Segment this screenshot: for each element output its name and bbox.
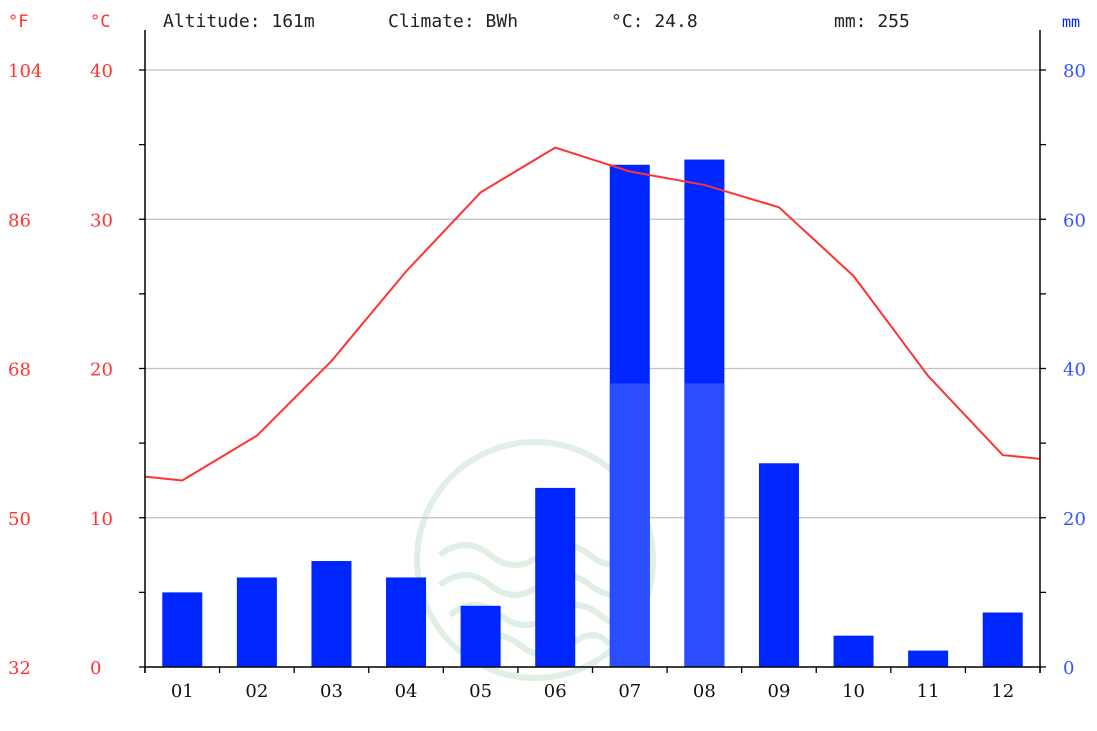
month-tick-label: 06 <box>544 681 567 702</box>
climate-label: Climate: BWh <box>388 11 518 32</box>
month-tick-label: 10 <box>842 681 865 702</box>
month-tick-label: 09 <box>768 681 791 702</box>
precip-tick-label: 0 <box>1063 658 1074 679</box>
celsius-tick-label: 0 <box>90 658 101 679</box>
precip-bar <box>236 577 277 667</box>
fahrenheit-tick-label: 68 <box>8 360 31 381</box>
fahrenheit-tick-label: 50 <box>8 509 31 530</box>
axes <box>139 30 1046 673</box>
celsius-tick-label: 30 <box>90 210 113 231</box>
precip-bar <box>386 577 427 667</box>
fahrenheit-unit-label: °F <box>8 12 28 32</box>
gridlines <box>145 69 1040 519</box>
month-tick-label: 04 <box>395 681 418 702</box>
celsius-unit-label: °C <box>90 12 110 32</box>
celsius-tick-label: 40 <box>90 61 113 82</box>
precip-tick-label: 60 <box>1063 210 1086 231</box>
precip-bar-lower <box>609 383 650 667</box>
celsius-tick-label: 20 <box>90 360 113 381</box>
month-tick-label: 05 <box>469 681 492 702</box>
month-tick-label: 03 <box>320 681 343 702</box>
axis-labels: 0 32 10 50 20 68 30 86 40 104 0 20 40 60 80 01 02 03 04 05 0… <box>8 61 1086 702</box>
precipitation-bars <box>162 159 1023 668</box>
precip-bar <box>908 650 949 667</box>
month-tick-label: 11 <box>917 681 940 702</box>
precip-bar <box>311 561 352 667</box>
precip-bar <box>833 635 874 667</box>
precip-bar <box>758 463 799 667</box>
temperature-series-line <box>144 146 1041 482</box>
month-tick-label: 08 <box>693 681 716 702</box>
precip-bar-lower <box>684 383 725 667</box>
fahrenheit-tick-label: 104 <box>8 61 42 82</box>
precip-unit-label: mm <box>1062 13 1080 31</box>
celsius-tick-label: 10 <box>90 509 113 530</box>
temperature-line <box>144 146 1041 482</box>
precip-tick-label: 20 <box>1063 509 1086 530</box>
precip-tick-label: 40 <box>1063 360 1086 381</box>
fahrenheit-tick-label: 86 <box>8 210 31 231</box>
precip-bar <box>535 487 576 667</box>
mean-temp-label: °C: 24.8 <box>611 11 698 32</box>
precip-tick-label: 80 <box>1063 61 1086 82</box>
month-tick-label: 07 <box>618 681 641 702</box>
fahrenheit-tick-label: 32 <box>8 658 31 679</box>
month-tick-label: 12 <box>991 681 1014 702</box>
month-tick-label: 01 <box>171 681 194 702</box>
month-tick-label: 02 <box>245 681 268 702</box>
precip-bar <box>162 592 203 667</box>
altitude-label: Altitude: 161m <box>163 11 315 32</box>
precip-bar <box>982 612 1023 667</box>
total-precip-label: mm: 255 <box>834 11 910 32</box>
precip-bar <box>460 605 501 667</box>
